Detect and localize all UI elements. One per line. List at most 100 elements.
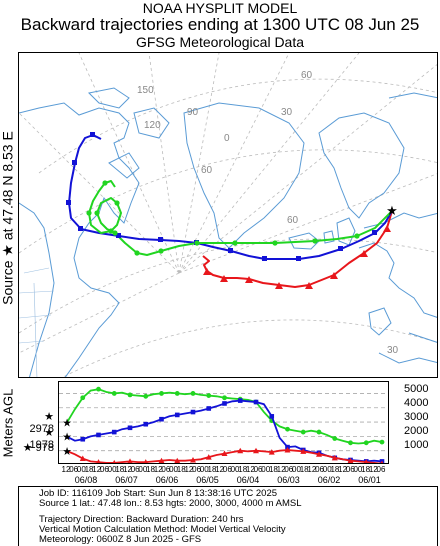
time-tick-label: 12 <box>215 465 224 474</box>
time-tick-label: 18 <box>115 465 124 474</box>
altitude-point-red <box>253 447 259 454</box>
time-tick-label: 18 <box>300 465 309 474</box>
time-tick-label: 18 <box>361 465 370 474</box>
time-tick-label: 06 <box>254 465 263 474</box>
date-tick-label: 06/03 <box>277 475 300 485</box>
altitude-point-blue <box>190 409 196 415</box>
time-tick-label: 00 <box>169 465 178 474</box>
altitude-point-green <box>222 395 227 401</box>
altitude-point-green <box>190 391 196 396</box>
job-info-line3: Trajectory Direction: Backward Duration:… <box>39 514 244 525</box>
job-info-line1: Job ID: 116109 Job Start: Sun Jun 8 13:3… <box>39 488 278 499</box>
time-tick-label: 06 <box>377 465 386 474</box>
altitude-point-blue <box>222 401 227 406</box>
source-axis-label: Source ★ at 47.48 N 8.53 E <box>0 131 16 305</box>
time-tick-label: 06 <box>131 465 140 474</box>
time-tick-label: 06 <box>346 465 355 474</box>
time-tick-label: 06 <box>161 465 170 474</box>
time-tick-label: 18 <box>269 465 278 474</box>
altitude-point-green <box>285 426 290 432</box>
right-tick-1000: 1000 <box>404 439 429 451</box>
lon-label-90: 90 <box>187 107 199 118</box>
altitude-point-blue <box>206 406 212 411</box>
trajectory-markers: ★ <box>66 132 398 289</box>
state-boundaries <box>19 267 55 377</box>
altitude-point-red <box>380 460 384 463</box>
time-tick-label: 00 <box>323 465 332 474</box>
job-info-line4: Vertical Motion Calculation Method: Mode… <box>39 524 286 535</box>
graticule <box>19 53 437 377</box>
altitude-start-star-icon: ★ <box>62 432 72 444</box>
altitude-point-red <box>300 448 307 454</box>
altitude-point-green <box>127 392 133 398</box>
altitude-point-blue <box>159 416 164 422</box>
time-axis: 12 06 00 18 12 06 00 18 12 06 00 18 12 06 00 18 12 06 00 18… <box>58 464 389 486</box>
altitude-start-star-icon: ★ <box>62 417 72 429</box>
altitude-point-green <box>80 395 86 401</box>
date-tick-label: 06/04 <box>237 475 260 485</box>
altitude-point-green <box>348 440 353 446</box>
time-tick-label: 18 <box>146 465 155 474</box>
altitude-point-red <box>127 458 133 463</box>
altitude-point-blue <box>80 436 86 442</box>
altitude-point-green <box>143 393 149 399</box>
date-tick-label: 06/06 <box>156 475 179 485</box>
date-tick-label: 06/01 <box>358 475 381 485</box>
time-tick-label: 18 <box>330 465 339 474</box>
altitude-point-red <box>221 450 228 457</box>
lon-label-150: 150 <box>137 85 154 96</box>
altitude-point-green <box>159 391 164 396</box>
altitude-point-blue <box>253 399 259 405</box>
trajectory-blue <box>68 134 393 260</box>
altitude-point-blue <box>269 414 275 419</box>
altitude-point-red <box>143 459 148 463</box>
time-tick-label: 12 <box>123 465 132 474</box>
altitude-point-blue <box>127 425 133 431</box>
altitude-axis-label: Meters AGL <box>0 388 16 458</box>
time-tick-label: 06 <box>100 465 109 474</box>
altitude-point-red <box>205 454 212 460</box>
altitude-point-red <box>190 456 196 463</box>
altitude-point-green <box>363 440 369 446</box>
map-canvas: 150 120 90 60 30 0 60 60 30 <box>19 53 437 377</box>
lon-label-60: 60 <box>201 165 213 176</box>
left-tick-2978: ★ 2978 <box>29 411 54 435</box>
altitude-point-red <box>112 459 116 463</box>
time-tick-label: 00 <box>200 465 209 474</box>
time-tick-label: 06 <box>69 465 78 474</box>
source-star-icon: ★ <box>386 203 398 218</box>
altitude-chart: ★ ★ ★ <box>58 381 389 464</box>
altitude-point-blue <box>111 429 117 435</box>
job-info-line2: Source 1 lat.: 47.48 lon.: 8.53 hgts: 20… <box>39 498 302 509</box>
time-tick-label: 06 <box>315 465 324 474</box>
meteorology-title: GFSG Meteorological Data <box>135 34 305 50</box>
time-tick-label: 12 <box>338 465 347 474</box>
lon-label-120: 120 <box>144 120 161 131</box>
time-tick-label: 00 <box>292 465 301 474</box>
altitude-point-red <box>284 446 291 453</box>
time-tick-label: 12 <box>154 465 163 474</box>
altitude-point-blue <box>237 398 243 403</box>
altitude-point-green <box>206 393 212 398</box>
time-tick-label: 00 <box>261 465 270 474</box>
time-tick-label: 00 <box>138 465 147 474</box>
time-tick-label: 00 <box>231 465 240 474</box>
time-tick-label: 12 <box>307 465 316 474</box>
altitude-point-blue <box>143 421 149 427</box>
altitude-point-red <box>237 447 244 454</box>
time-axis-canvas: 1206001812060018120600181206001812060018… <box>62 465 386 485</box>
date-tick-label: 06/02 <box>318 475 341 485</box>
left-tick-1978: ★ 1978 <box>29 427 54 451</box>
time-tick-label: 18 <box>238 465 247 474</box>
right-tick-4000: 4000 <box>404 397 429 409</box>
time-tick-label: 12 <box>92 465 101 474</box>
altitude-point-green <box>300 429 306 435</box>
altitude-point-red <box>347 457 354 463</box>
time-tick-label: 00 <box>353 465 362 474</box>
altitude-point-red <box>316 451 322 457</box>
lon-label-0: 0 <box>224 133 230 144</box>
altitude-start-star-icon: ★ <box>62 446 72 458</box>
trajectories <box>68 134 393 288</box>
altitude-point-red <box>79 455 86 462</box>
trajectory-title: Backward trajectories ending at 1300 UTC… <box>20 15 420 34</box>
